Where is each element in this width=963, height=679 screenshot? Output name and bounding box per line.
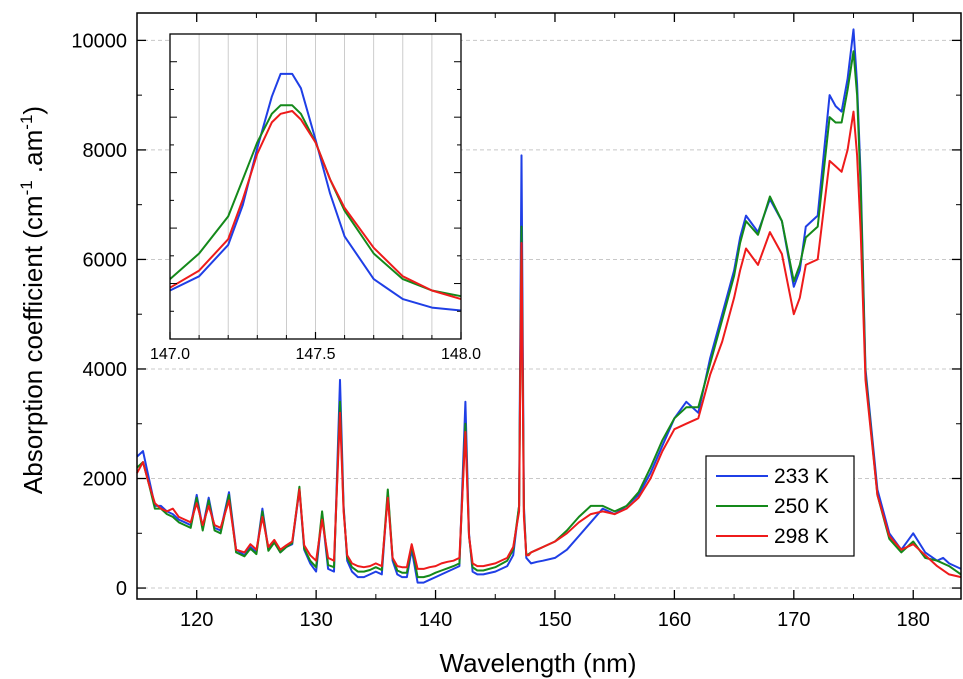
y-axis-title-part: Absorption coefficient (cm bbox=[18, 195, 48, 494]
x-tick-label: 140 bbox=[419, 609, 452, 631]
x-tick-label: 120 bbox=[180, 609, 213, 631]
main-plot-frame bbox=[136, 12, 962, 600]
y-axis-title: Absorption coefficient (cm-1 .am-1) bbox=[17, 106, 48, 494]
main-series-group bbox=[136, 28, 962, 584]
legend-items: 233 K 250 K 298 K bbox=[716, 465, 829, 548]
x-tick-label: 180 bbox=[897, 609, 930, 631]
y-axis-title-sup: -1 bbox=[17, 115, 36, 130]
x-axis-title: Wavelength (nm) bbox=[440, 648, 637, 678]
inset-x-tick-label: 147.5 bbox=[295, 346, 335, 363]
inset-ticks bbox=[169, 61, 462, 339]
inset-series-line-250-k bbox=[169, 104, 462, 298]
main-tick-labels: 120 130 140 150 160 170 180 0 2000 4000 6000 8000 10… bbox=[71, 30, 930, 631]
legend-label: 298 K bbox=[774, 525, 829, 548]
inset-x-tick-label: 147.0 bbox=[150, 346, 190, 363]
y-tick-label: 0 bbox=[116, 578, 127, 600]
main-ticks bbox=[136, 13, 961, 599]
inset-tick-labels: 147.0 147.5 148.0 bbox=[150, 346, 481, 363]
y-axis-title-sup: -1 bbox=[17, 180, 36, 195]
y-tick-label: 8000 bbox=[83, 140, 128, 162]
series-line-250-k bbox=[136, 50, 962, 579]
x-tick-label: 160 bbox=[658, 609, 691, 631]
y-axis-title-part: .am bbox=[18, 130, 48, 181]
inset-series-group bbox=[169, 72, 462, 312]
inset-x-tick-label: 148.0 bbox=[441, 346, 481, 363]
y-tick-label: 6000 bbox=[83, 249, 128, 271]
inset-grid bbox=[198, 34, 433, 339]
y-tick-label: 4000 bbox=[83, 359, 128, 381]
legend-label: 250 K bbox=[774, 495, 829, 518]
series-line-298-k bbox=[136, 110, 962, 579]
inset-series-line-233-k bbox=[169, 72, 462, 312]
legend-label: 233 K bbox=[774, 465, 829, 488]
x-tick-label: 150 bbox=[538, 609, 571, 631]
x-tick-label: 170 bbox=[777, 609, 810, 631]
y-tick-label: 10000 bbox=[71, 30, 127, 52]
inset-plot: 147.0 147.5 148.0 bbox=[150, 33, 481, 363]
y-axis-title-part: ) bbox=[18, 106, 48, 115]
y-tick-label: 2000 bbox=[83, 469, 128, 491]
x-tick-label: 130 bbox=[299, 609, 332, 631]
inset-series-line-298-k bbox=[169, 110, 462, 301]
legend: 233 K 250 K 298 K bbox=[705, 455, 855, 557]
